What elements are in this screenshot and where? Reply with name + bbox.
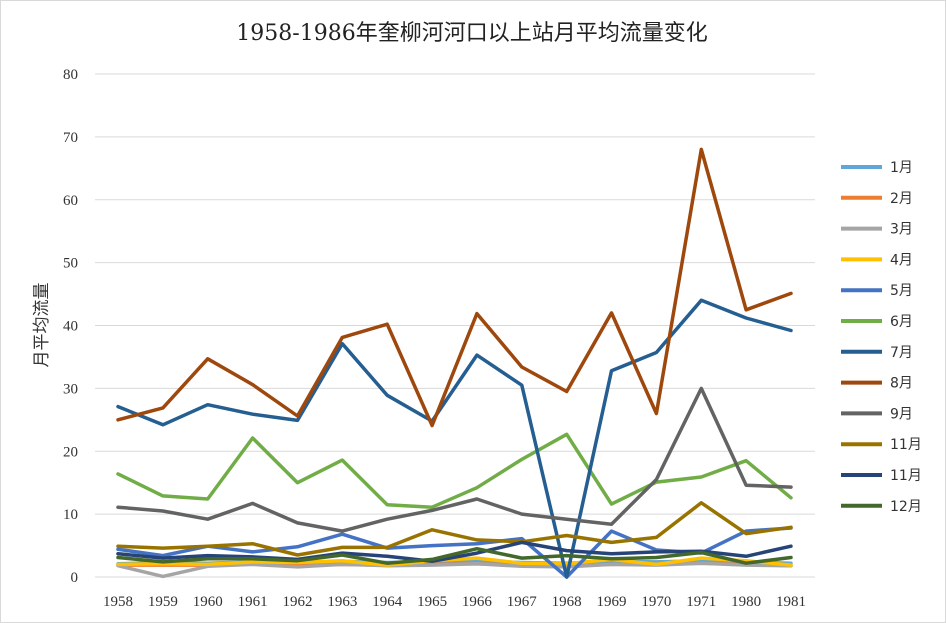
legend-entry: 1月	[890, 160, 913, 176]
x-tick-label: 1958	[103, 594, 133, 610]
legend-entry: 11月	[890, 468, 922, 484]
x-tick-label: 1980	[731, 594, 761, 610]
x-tick-label: 1964	[372, 594, 403, 610]
legend-entry: 3月	[890, 222, 913, 238]
x-tick-label: 1966	[462, 594, 493, 610]
legend-entry: 4月	[890, 252, 913, 268]
legend-entry: 11月	[890, 437, 922, 453]
series-line-6	[116, 432, 793, 509]
x-tick-label: 1962	[282, 594, 312, 610]
legend: 1月 2月 3月 4月 5月 6月 7月 8月 9月 11月 11月 12月	[841, 160, 922, 515]
x-tick-label: 1959	[148, 594, 178, 610]
x-tick-label: 1969	[597, 594, 627, 610]
legend-entry: 7月	[890, 345, 913, 361]
x-tick-label: 1963	[327, 594, 357, 610]
y-tick-label: 80	[63, 67, 78, 83]
series-line-11	[116, 540, 793, 564]
legend-entry: 12月	[890, 499, 922, 515]
y-tick-labels: 0 10 20 30 40 50 60 70 80	[63, 67, 78, 586]
x-tick-label: 1981	[776, 594, 806, 610]
y-tick-label: 10	[63, 507, 78, 523]
legend-entry: 8月	[890, 376, 913, 392]
y-tick-label: 0	[71, 570, 79, 586]
legend-entry: 9月	[890, 406, 913, 422]
series-line-12	[116, 546, 793, 565]
y-tick-label: 40	[63, 319, 78, 335]
x-tick-label: 1970	[641, 594, 671, 610]
x-tick-label: 1971	[686, 594, 716, 610]
x-tick-label: 1961	[238, 594, 268, 610]
series-line-10	[116, 501, 793, 557]
x-tick-labels: 1958 1959 1960 1961 1962 1963 1964 1965 1966 1967…	[103, 594, 806, 610]
legend-entry: 6月	[890, 314, 913, 330]
y-tick-label: 30	[63, 381, 78, 397]
series-line-9	[116, 386, 793, 533]
series-line-4	[116, 556, 793, 567]
x-tick-label: 1965	[417, 594, 447, 610]
series-lines	[116, 147, 793, 579]
series-line-3	[116, 561, 793, 579]
series-line-7	[116, 298, 793, 579]
y-tick-label: 50	[63, 256, 78, 272]
y-tick-label: 70	[63, 130, 78, 146]
gridlines	[95, 73, 815, 578]
series-line-8	[116, 147, 793, 428]
chart-title: 1958-1986年奎柳河河口以上站月平均流量变化	[236, 21, 707, 46]
legend-entry: 5月	[890, 283, 913, 299]
y-tick-label: 60	[63, 193, 78, 209]
y-tick-label: 20	[63, 444, 78, 460]
legend-entry: 2月	[890, 191, 913, 207]
x-tick-label: 1967	[507, 594, 538, 610]
x-tick-label: 1968	[552, 594, 582, 610]
x-tick-label: 1960	[193, 594, 223, 610]
y-axis-label: 月平均流量	[32, 283, 52, 368]
